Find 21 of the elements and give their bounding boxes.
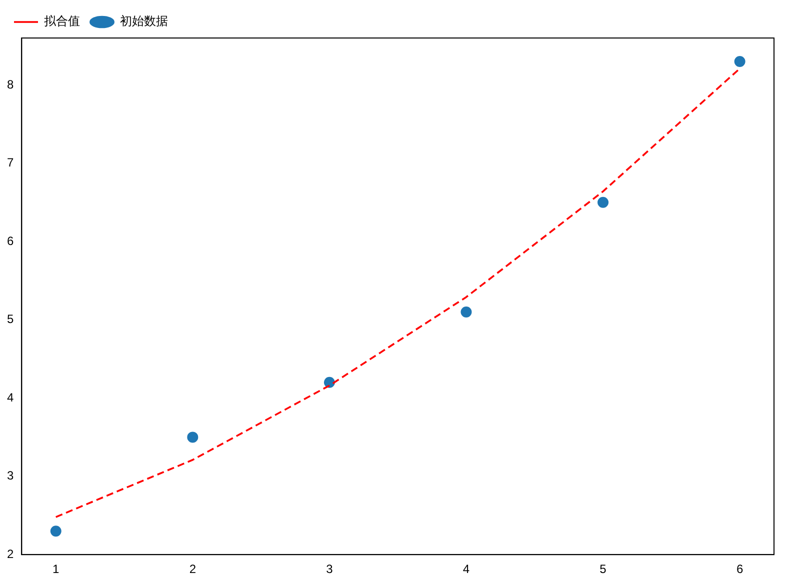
y-tick-label: 2 xyxy=(6,546,14,561)
legend-label: 初始数据 xyxy=(120,14,168,28)
y-tick-label: 6 xyxy=(6,234,14,248)
point xyxy=(460,306,472,318)
x-tick-label: 1 xyxy=(52,562,60,576)
point xyxy=(734,56,746,67)
y-tick-label: 5 xyxy=(6,312,14,326)
x-tick-label: 6 xyxy=(736,562,744,576)
y-tick-label: 8 xyxy=(6,77,14,92)
legend-label: 拟合值 xyxy=(44,14,80,28)
x-tick-label: 4 xyxy=(462,562,470,576)
y-tick-label: 3 xyxy=(6,468,14,483)
line-series xyxy=(54,68,741,518)
x-tick-label: 3 xyxy=(326,562,334,576)
x-tick-label: 5 xyxy=(600,562,607,576)
y-tick-label: 7 xyxy=(6,156,14,170)
point xyxy=(598,196,609,208)
y-tick-label: 4 xyxy=(6,390,14,404)
x-tick-label: 2 xyxy=(189,562,196,576)
point xyxy=(50,526,62,537)
point xyxy=(187,432,198,443)
